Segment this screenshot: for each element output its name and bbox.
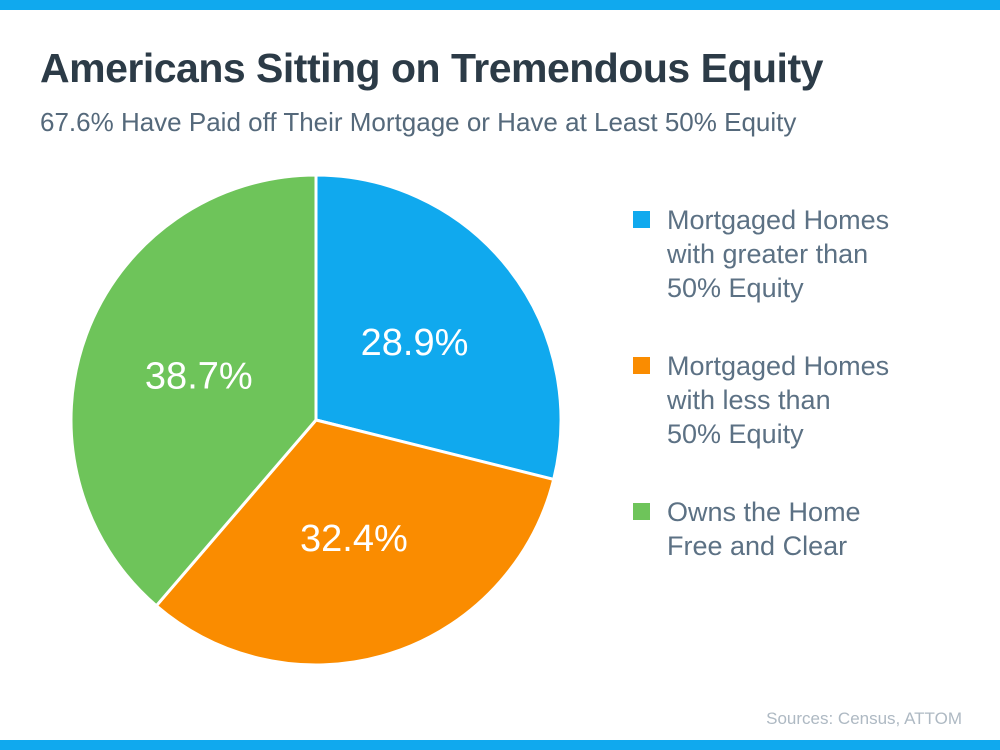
legend-item-less-than-50: Mortgaged Homes with less than 50% Equit… [633,349,973,451]
pie-slice-label-1: 32.4% [300,518,408,560]
chart-legend: Mortgaged Homes with greater than 50% Eq… [633,203,973,607]
pie-chart: 28.9% 32.4% 38.7% [66,170,566,670]
legend-swatch-blue-icon [633,211,650,228]
source-attribution: Sources: Census, ATTOM [766,709,962,728]
pie-chart-svg: 28.9% 32.4% 38.7% [69,173,563,667]
legend-swatch-green-icon [633,503,650,520]
pie-slice-label-0: 28.9% [361,322,469,364]
legend-swatch-orange-icon [633,357,650,374]
legend-label: Owns the Home Free and Clear [667,497,861,561]
legend-item-greater-than-50: Mortgaged Homes with greater than 50% Eq… [633,203,973,305]
pie-slice-0 [314,173,563,481]
chart-subtitle: 67.6% Have Paid off Their Mortgage or Ha… [40,107,797,137]
legend-label: Mortgaged Homes with greater than 50% Eq… [667,205,890,303]
bottom-accent-bar [0,740,1000,750]
pie-slice-1 [154,418,556,667]
chart-title: Americans Sitting on Tremendous Equity [40,45,823,91]
pie-slice-label-2: 38.7% [145,356,253,398]
legend-item-free-and-clear: Owns the Home Free and Clear [633,495,973,563]
legend-label: Mortgaged Homes with less than 50% Equit… [667,351,890,449]
top-accent-bar [0,0,1000,10]
pie-slice-2 [69,173,318,608]
